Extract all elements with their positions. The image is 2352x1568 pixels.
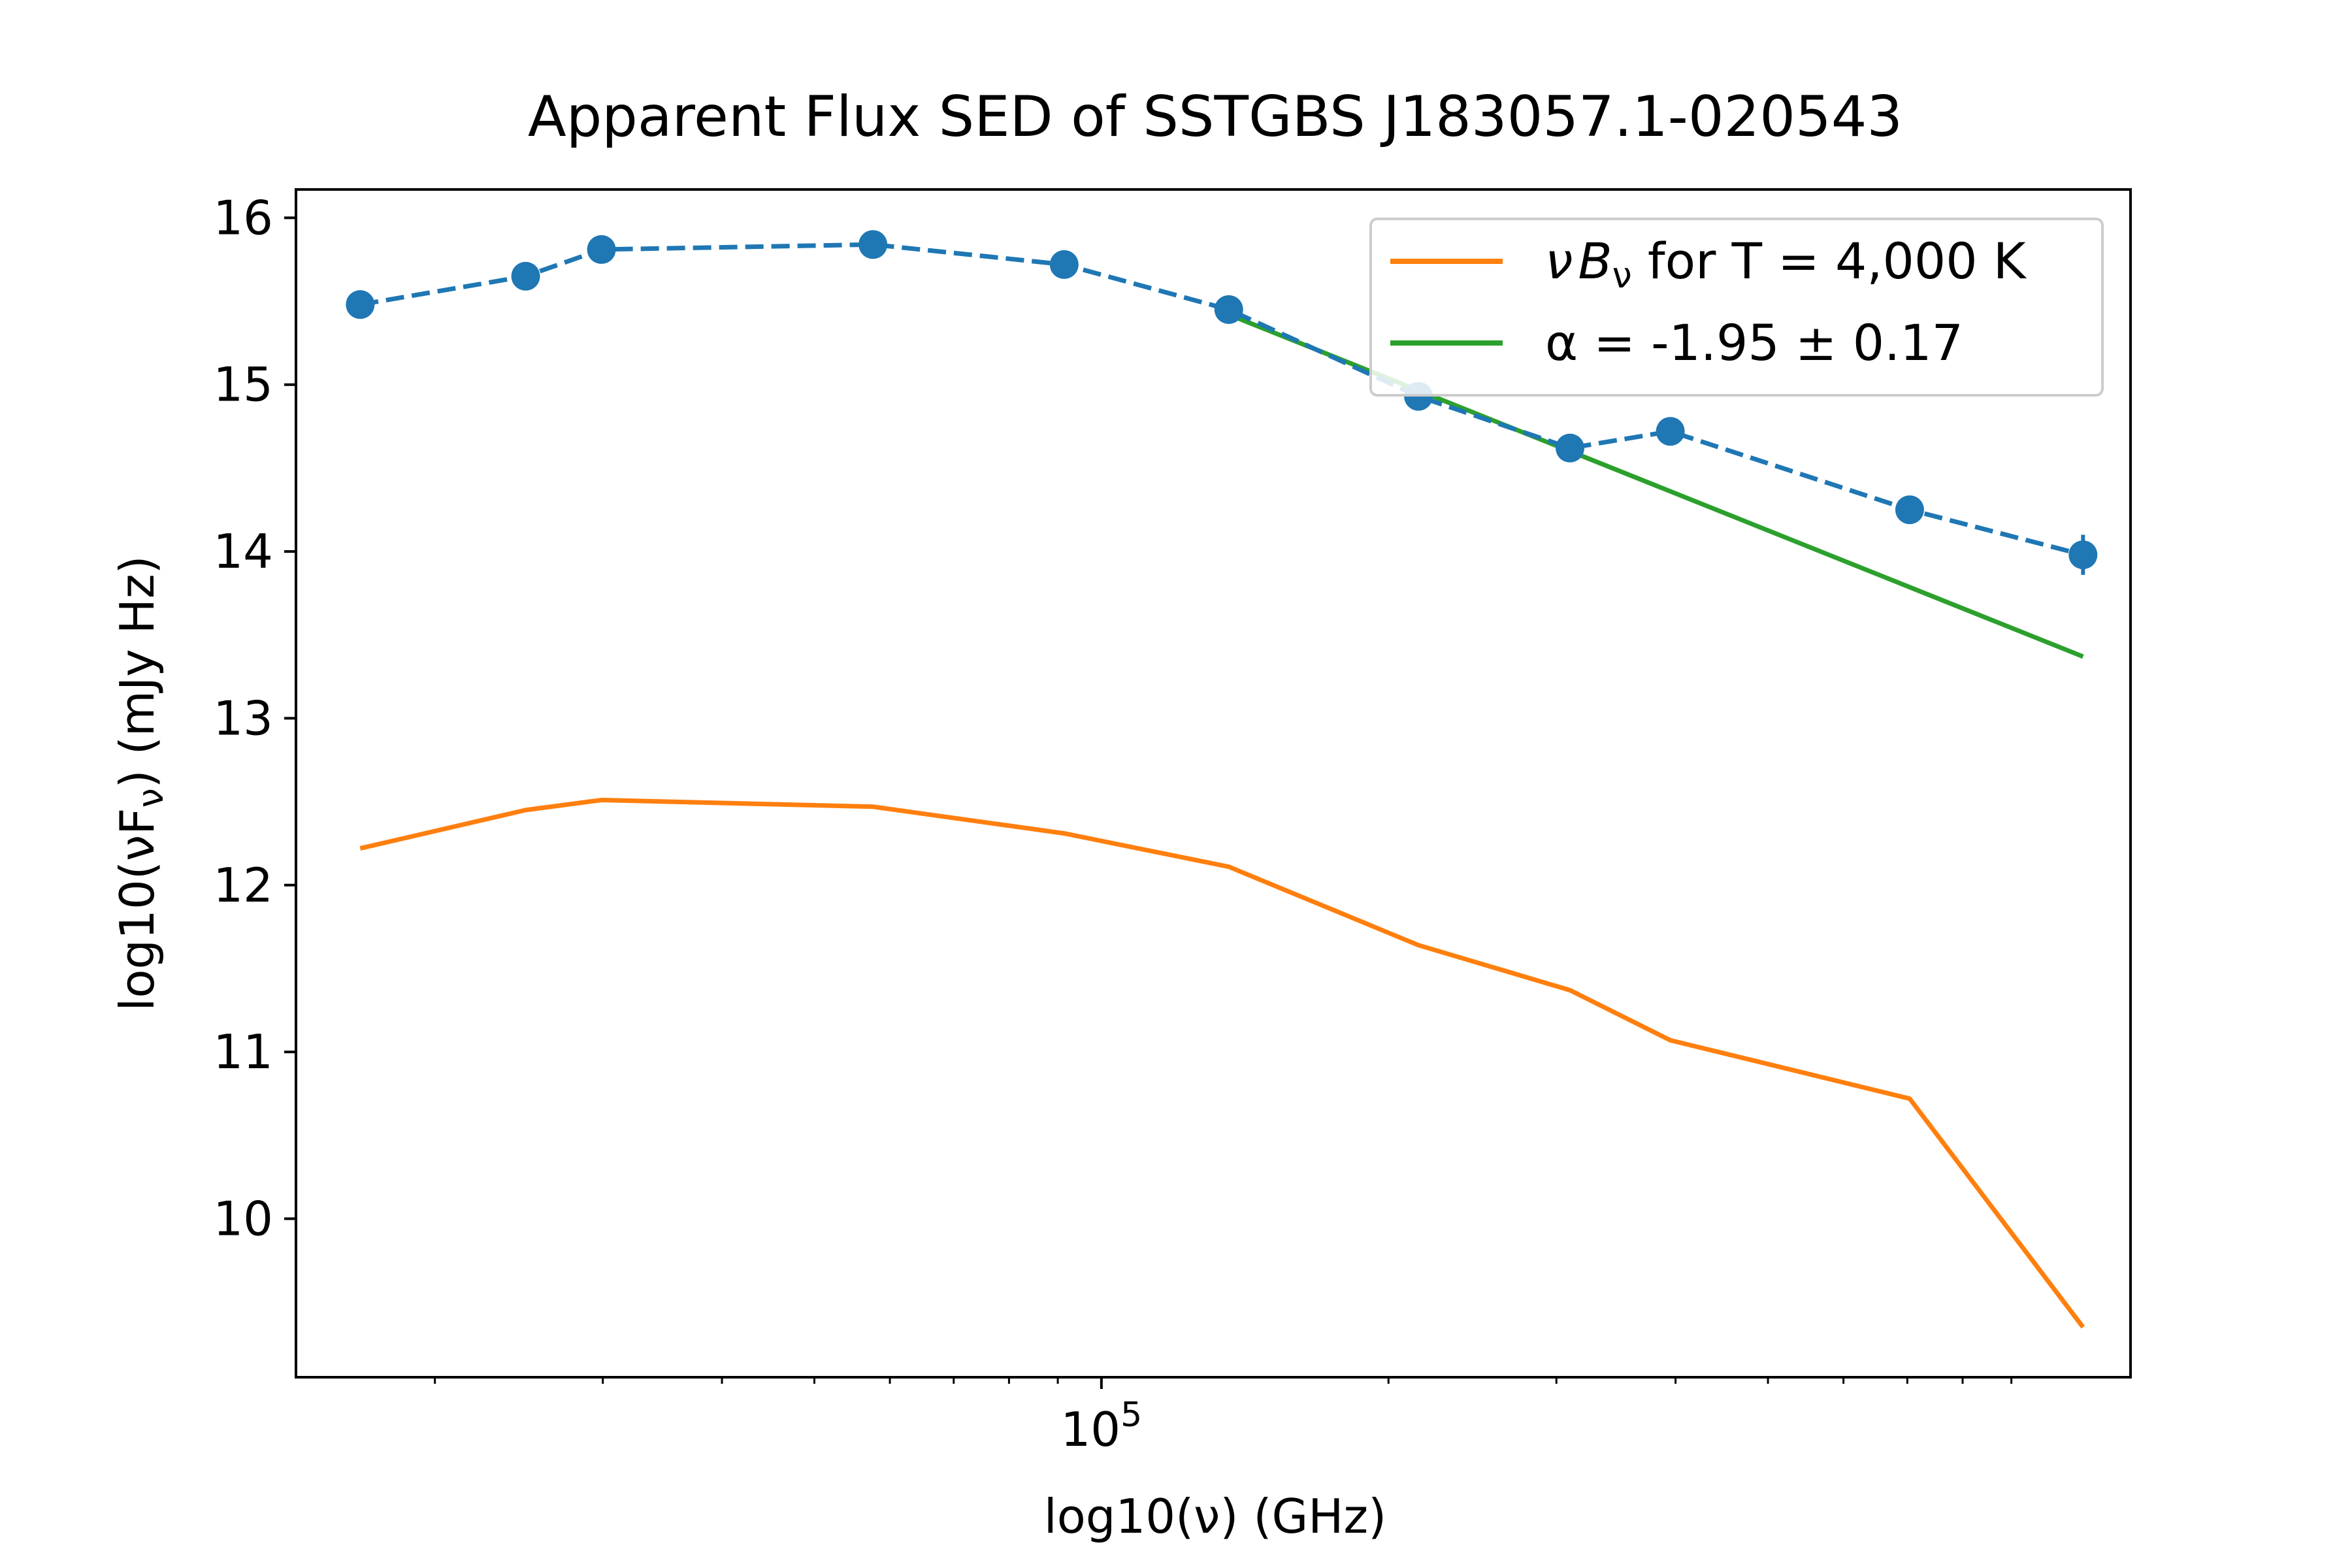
y-tick-label: 12 <box>213 858 273 913</box>
y-tick-label: 10 <box>213 1191 273 1246</box>
y-axis-label-end: ) (mJy Hz) <box>110 555 165 788</box>
y-axis-label-subscript: ν <box>130 788 171 808</box>
x-axis-label: log10(ν) (GHz) <box>1044 1489 1387 1544</box>
chart-title: Apparent Flux SED of SSTGBS J183057.1-02… <box>528 84 1903 150</box>
observed-data-point <box>2068 540 2098 570</box>
observed-series-line <box>359 242 2084 557</box>
observed-data-point <box>1556 433 1585 463</box>
observed-data-point <box>346 290 375 319</box>
blackbody-series-line <box>359 798 2085 1329</box>
legend-label-blackbody-suffix: for T = 4,000 K <box>1632 232 2027 290</box>
y-axis-label: log10(νFν) (mJy Hz) <box>110 555 171 1011</box>
legend-label-blackbody: ν Bν for T = 4,000 K <box>1545 232 2027 296</box>
y-tick-label: 11 <box>213 1024 273 1079</box>
observed-data-point <box>1895 495 1924 525</box>
legend-label-blackbody-var: B <box>1578 232 1612 290</box>
x-axis: 105 <box>434 1377 2013 1457</box>
x-tick-label: 105 <box>1060 1396 1142 1457</box>
legend: ν Bν for T = 4,000 K α = -1.95 ± 0.17 <box>1369 218 2104 397</box>
y-axis: 10 11 12 13 14 15 16 <box>213 190 296 1246</box>
y-tick-label: 16 <box>213 190 273 245</box>
plot-area <box>346 230 2098 1329</box>
axes-frame <box>295 188 2132 1379</box>
legend-label-blackbody-subscript: ν <box>1612 255 1632 296</box>
y-tick-label: 13 <box>213 691 273 745</box>
observed-data-point <box>511 261 540 291</box>
y-tick-label: 14 <box>213 524 273 579</box>
y-tick-label: 15 <box>213 357 273 412</box>
y-axis-label-start: log10(νF <box>110 808 165 1011</box>
observed-data-point <box>858 230 888 259</box>
x-tick-label-exponent: 5 <box>1120 1396 1142 1435</box>
observed-data-point <box>1214 295 1243 324</box>
legend-label-blackbody-nu: ν <box>1545 232 1573 290</box>
observed-data-point <box>587 235 616 264</box>
legend-box <box>1369 218 2104 397</box>
legend-label-fit: α = -1.95 ± 0.17 <box>1545 314 1963 372</box>
x-tick-label-base: 10 <box>1060 1402 1120 1457</box>
observed-data-point <box>1656 417 1685 446</box>
observed-data-point <box>1049 250 1079 279</box>
